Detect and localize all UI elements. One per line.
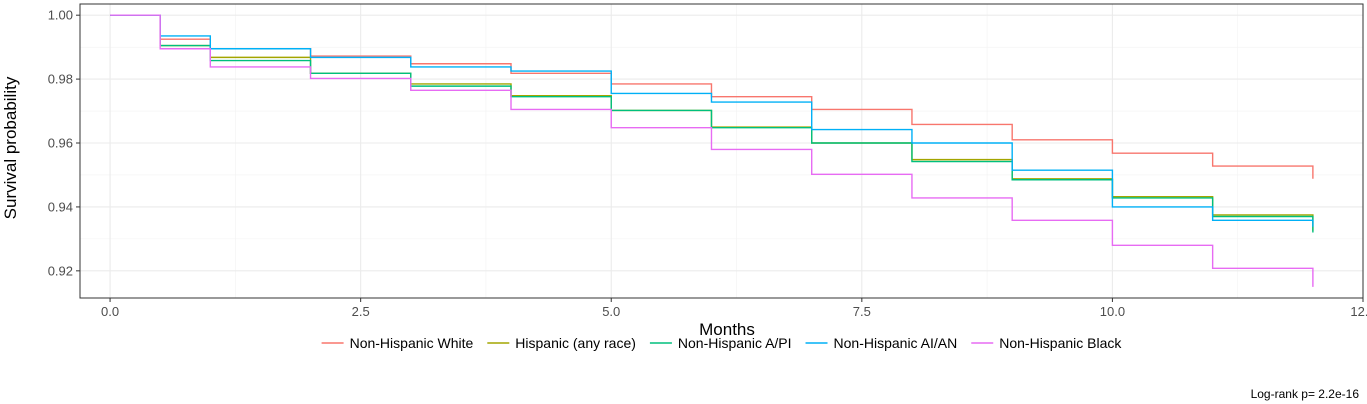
legend: Non-Hispanic White Hispanic (any race) Non… xyxy=(321,335,1122,351)
x-tick-label: 0.0 xyxy=(101,304,119,319)
x-tick-label: 7.5 xyxy=(853,304,871,319)
y-tick-label: 0.96 xyxy=(48,136,73,151)
legend-label: Non-Hispanic Black xyxy=(999,335,1122,351)
y-tick-label: 1.00 xyxy=(48,8,73,23)
y-tick-label: 0.92 xyxy=(48,263,73,278)
x-tick-label: 2.5 xyxy=(352,304,370,319)
log-rank-annotation: Log-rank p= 2.2e-16 xyxy=(1251,387,1360,401)
x-tick-label: 10.0 xyxy=(1100,304,1125,319)
series-line-non-hispanic-black xyxy=(110,14,1314,287)
legend-label: Non-Hispanic White xyxy=(350,335,474,351)
legend-label: Non-Hispanic AI/AN xyxy=(834,335,958,351)
legend-label: Non-Hispanic A/PI xyxy=(678,335,792,351)
series-layer xyxy=(110,14,1314,287)
legend-item-non-hispanic-white: Non-Hispanic White xyxy=(321,335,474,351)
series-line-non-hispanic-ai-an xyxy=(110,14,1314,227)
legend-item-hispanic-any-race: Hispanic (any race) xyxy=(487,335,636,351)
x-tick-label: 5.0 xyxy=(602,304,620,319)
series-line-non-hispanic-a-pi xyxy=(110,14,1314,233)
y-tick-label: 0.94 xyxy=(48,199,73,214)
grid-minor xyxy=(80,4,1363,298)
x-tick-label: 12.5 xyxy=(1350,304,1367,319)
x-axis-title: Months xyxy=(699,320,755,339)
y-tick-label: 0.98 xyxy=(48,72,73,87)
y-axis-title: Survival probability xyxy=(1,76,20,219)
legend-item-non-hispanic-ai-an: Non-Hispanic AI/AN xyxy=(805,335,958,351)
y-axis-ticks: 0.92 0.94 0.96 0.98 1.00 xyxy=(48,8,80,278)
legend-label: Hispanic (any race) xyxy=(515,335,636,351)
legend-item-non-hispanic-black: Non-Hispanic Black xyxy=(971,335,1122,351)
plot-panel-border xyxy=(79,3,1364,299)
x-axis-ticks: 0.0 2.5 5.0 7.5 10.0 12.5 xyxy=(101,298,1367,319)
legend-item-non-hispanic-a-pi: Non-Hispanic A/PI xyxy=(649,335,792,351)
